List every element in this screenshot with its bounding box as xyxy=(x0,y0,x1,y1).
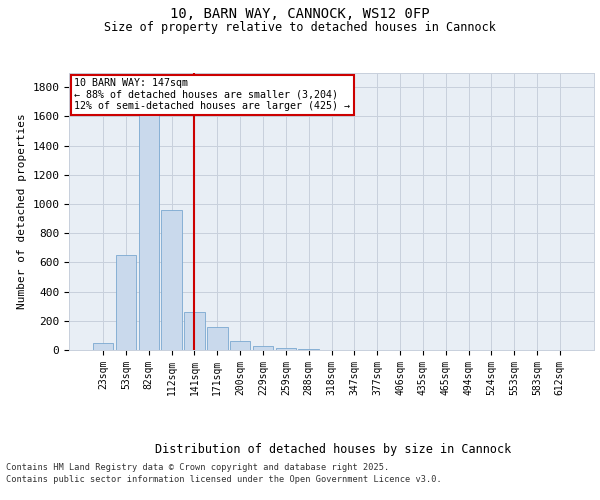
Bar xyxy=(116,255,136,350)
Bar xyxy=(161,210,182,350)
Text: Distribution of detached houses by size in Cannock: Distribution of detached houses by size … xyxy=(155,442,511,456)
Bar xyxy=(207,326,227,350)
Bar xyxy=(184,312,205,350)
Text: Size of property relative to detached houses in Cannock: Size of property relative to detached ho… xyxy=(104,21,496,34)
Bar xyxy=(93,342,113,350)
Text: 10, BARN WAY, CANNOCK, WS12 0FP: 10, BARN WAY, CANNOCK, WS12 0FP xyxy=(170,8,430,22)
Bar xyxy=(139,104,159,350)
Text: Contains HM Land Registry data © Crown copyright and database right 2025.: Contains HM Land Registry data © Crown c… xyxy=(6,462,389,471)
Bar xyxy=(275,348,296,350)
Text: 10 BARN WAY: 147sqm
← 88% of detached houses are smaller (3,204)
12% of semi-det: 10 BARN WAY: 147sqm ← 88% of detached ho… xyxy=(74,78,350,112)
Bar xyxy=(230,340,250,350)
Y-axis label: Number of detached properties: Number of detached properties xyxy=(17,114,27,309)
Bar xyxy=(253,346,273,350)
Text: Contains public sector information licensed under the Open Government Licence v3: Contains public sector information licen… xyxy=(6,475,442,484)
